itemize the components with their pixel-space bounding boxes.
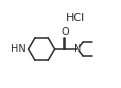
Text: HCl: HCl: [66, 13, 85, 23]
Text: N: N: [74, 44, 81, 54]
Text: HN: HN: [11, 44, 26, 54]
Text: O: O: [62, 27, 69, 37]
